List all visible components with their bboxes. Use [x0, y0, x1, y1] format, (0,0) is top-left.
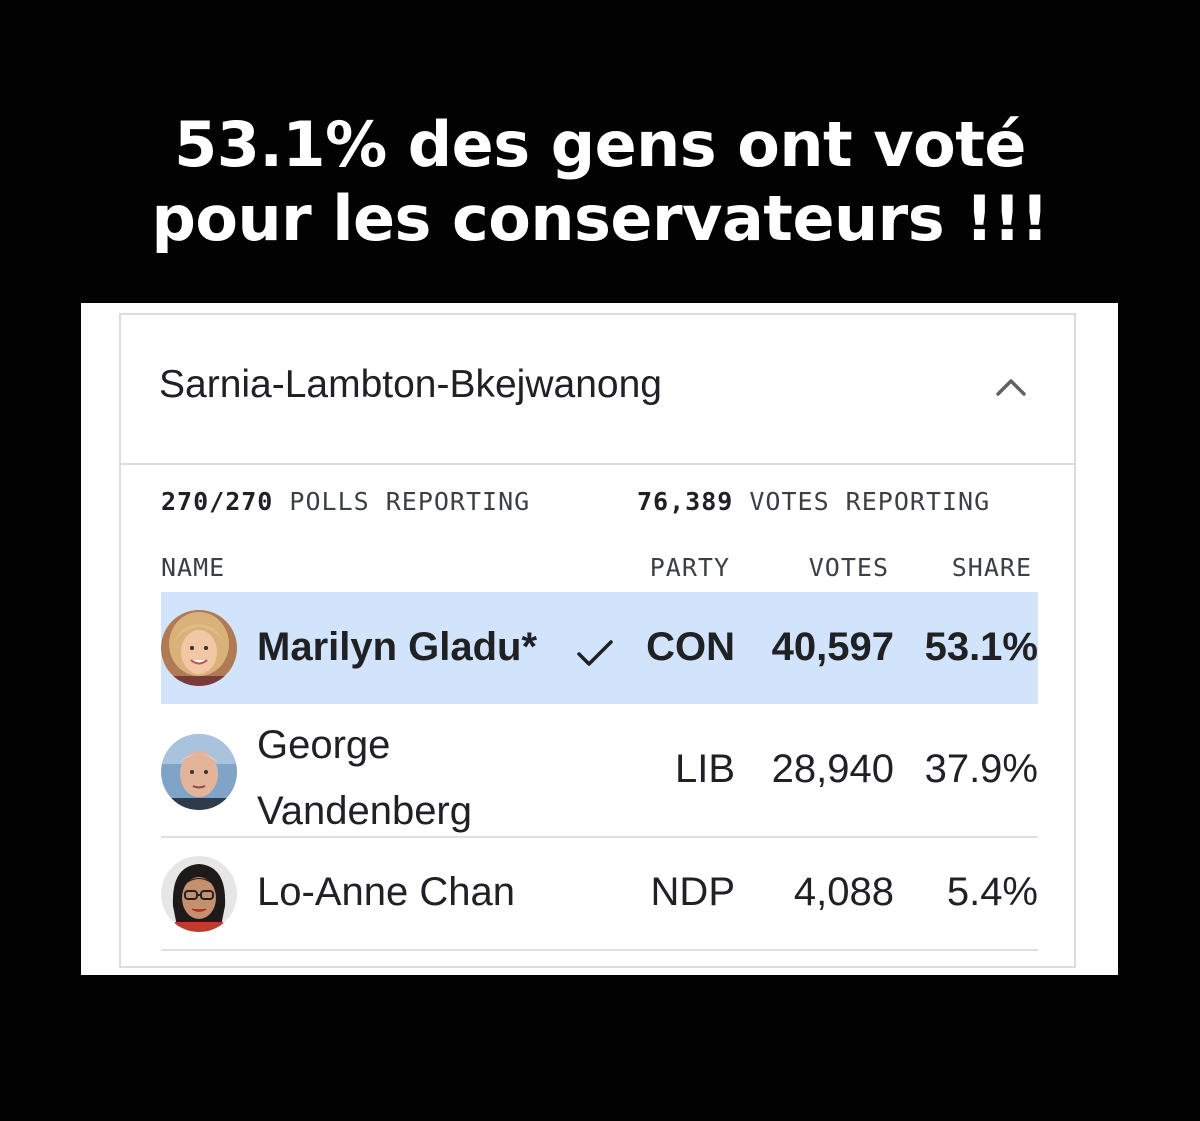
candidate-row: Lo-Anne Chan NDP 4,088 5.4%	[161, 838, 1038, 951]
votes-label: VOTES REPORTING	[749, 487, 991, 516]
candidate-share: 53.1%	[924, 625, 1038, 669]
headline-line-2: pour les conservateurs !!!	[151, 182, 1049, 255]
candidate-name: Lo-Anne Chan	[257, 870, 515, 914]
candidate-votes: 28,940	[771, 747, 894, 791]
polls-reporting: 270/270 POLLS REPORTING	[161, 487, 530, 516]
candidate-votes: 4,088	[793, 870, 894, 914]
election-results-card: Sarnia-Lambton-Bkejwanong 270/270 POLLS …	[119, 313, 1076, 968]
headline-line-1: 53.1% des gens ont voté	[174, 108, 1026, 181]
votes-reporting: 76,389 VOTES REPORTING	[637, 487, 990, 516]
avatar	[161, 856, 237, 932]
candidate-row-leader: Marilyn Gladu* CON 40,597 53.1%	[161, 592, 1038, 704]
chevron-up-icon[interactable]	[993, 375, 1029, 399]
candidate-votes: 40,597	[771, 625, 894, 669]
candidate-share: 37.9%	[924, 747, 1038, 791]
candidate-share: 5.4%	[946, 870, 1038, 914]
candidate-row: George Vandenberg LIB 28,940 37.9%	[161, 704, 1038, 838]
screenshot-frame: Sarnia-Lambton-Bkejwanong 270/270 POLLS …	[81, 303, 1118, 975]
column-header-share: SHARE	[951, 553, 1032, 582]
column-header-party: PARTY	[649, 553, 730, 582]
card-header[interactable]: Sarnia-Lambton-Bkejwanong	[121, 315, 1074, 465]
avatar	[161, 734, 237, 810]
column-header-votes: VOTES	[808, 553, 889, 582]
candidate-name: Marilyn Gladu*	[257, 625, 538, 669]
polls-count: 270/270	[161, 487, 274, 516]
headline: 53.1% des gens ont voté pour les conserv…	[0, 108, 1200, 256]
polls-label: POLLS REPORTING	[289, 487, 531, 516]
checkmark-icon	[577, 640, 613, 666]
candidate-name: George Vandenberg	[257, 723, 472, 833]
candidate-party: NDP	[650, 870, 735, 914]
avatar	[161, 610, 237, 686]
candidate-party: LIB	[674, 747, 735, 791]
column-header-name: NAME	[161, 553, 226, 582]
riding-name: Sarnia-Lambton-Bkejwanong	[159, 363, 662, 406]
candidate-party: CON	[646, 625, 735, 669]
votes-count: 76,389	[637, 487, 734, 516]
